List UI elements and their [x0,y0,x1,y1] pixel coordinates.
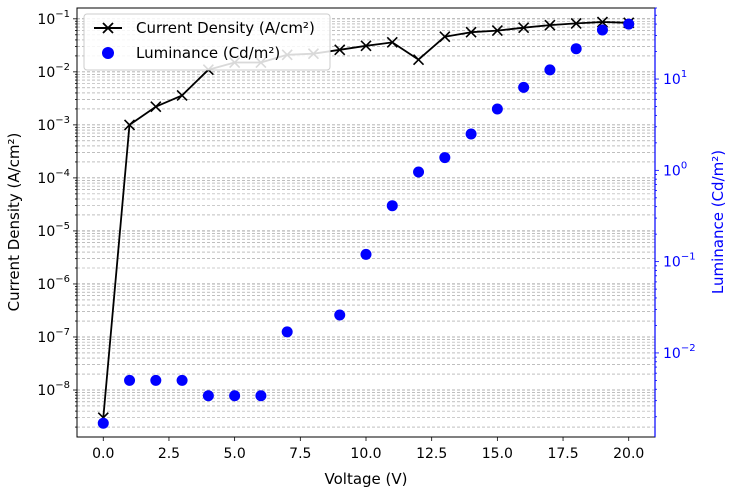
legend: Current Density (A/cm²) Luminance (Cd/m²… [83,13,331,71]
data-point-luminance [281,326,293,338]
data-point-current-density [176,89,188,101]
data-point-luminance [97,417,109,429]
y-tick-label: 10−6 [37,274,70,293]
y-tick-label: 10−2 [37,62,70,81]
y-tick-label: 10−3 [37,115,70,134]
data-point-luminance [255,390,267,402]
x-tick-label: 17.5 [547,446,578,462]
y-tick-label: 10−8 [37,380,70,399]
y-axis-right: 10−2 10−1 100 101 [655,7,696,418]
data-point-luminance [465,128,477,140]
y-tick-label: 10−4 [37,168,70,187]
data-point-luminance [124,374,136,386]
y2-tick-label: 10−2 [663,343,696,362]
data-point-current-density [360,40,372,52]
data-point-current-density [491,25,503,37]
data-point-luminance [202,390,214,402]
data-point-luminance [596,24,608,36]
data-point-current-density [439,31,451,43]
data-point-current-density [123,119,136,131]
data-point-current-density [334,44,346,56]
y-axis-label: Current Density (A/cm²) [5,133,23,312]
data-point-luminance [439,152,451,164]
data-point-current-density [570,17,582,29]
y-axis-left: 10−8 10−7 10−6 10−5 10−4 10−3 10−2 10−1 [37,9,77,428]
data-point-luminance [570,43,582,55]
legend-circle-marker-icon [102,47,114,59]
data-point-luminance [386,200,398,212]
y2-tick-label: 10−1 [663,252,696,271]
x-tick-label: 2.5 [158,446,180,462]
x-tick-label: 15.0 [482,446,513,462]
y-axis-right-label: Luminance (Cd/m²) [709,150,727,294]
data-point-luminance [491,103,503,115]
y2-tick-label: 100 [663,160,687,179]
data-point-luminance [518,81,530,93]
data-point-luminance [544,64,556,76]
x-axis: 0.0 2.5 5.0 7.5 10.0 12.5 15.0 17.5 20.0 [92,437,644,462]
x-axis-label: Voltage (V) [325,470,408,488]
x-tick-label: 0.0 [92,446,114,462]
data-point-current-density [596,16,609,28]
legend-label-current-density: Current Density (A/cm²) [136,19,315,37]
x-tick-label: 5.0 [224,446,246,462]
plot-area [97,16,635,429]
data-point-current-density [412,54,425,66]
data-point-luminance [623,18,635,30]
data-point-luminance [360,248,372,260]
legend-box [83,13,331,71]
data-point-current-density [544,19,556,31]
data-point-current-density [518,22,530,34]
y2-tick-label: 101 [663,69,687,88]
data-point-current-density [150,101,162,113]
data-point-current-density [465,26,477,38]
x-tick-label: 10.0 [350,446,381,462]
y-tick-label: 10−5 [37,221,70,240]
data-point-luminance [150,374,162,386]
legend-label-luminance: Luminance (Cd/m²) [136,44,280,62]
legend-x-marker-icon [102,22,114,34]
x-tick-label: 12.5 [416,446,447,462]
x-tick-label: 7.5 [289,446,311,462]
data-point-luminance [334,309,346,321]
data-point-luminance [229,390,241,402]
plot-frame [76,7,656,438]
x-tick-label: 20.0 [613,446,644,462]
data-point-current-density [386,36,398,48]
grid-lines [77,18,655,428]
data-point-luminance [413,166,425,178]
data-point-luminance [176,374,188,386]
y-tick-label: 10−1 [37,9,70,28]
y-tick-label: 10−7 [37,327,70,346]
